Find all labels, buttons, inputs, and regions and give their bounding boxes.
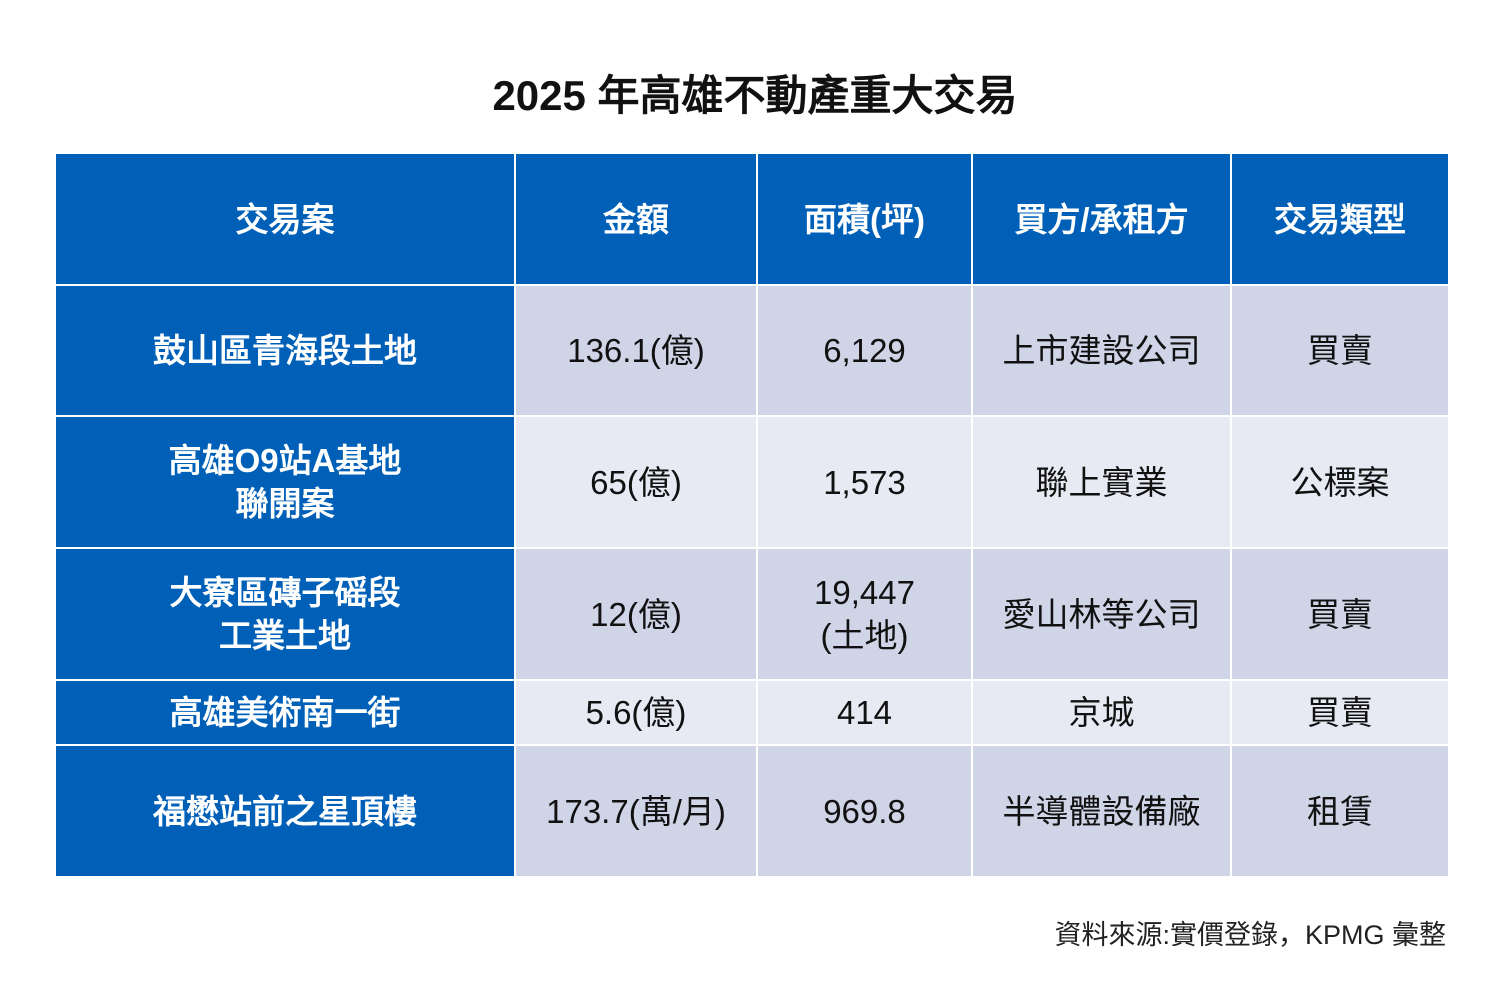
- table-cell: 買賣: [1230, 679, 1450, 746]
- table-row: 福懋站前之星頂樓 173.7(萬/月) 969.8 半導體設備廠 租賃: [54, 744, 1450, 878]
- header-row: 交易案 金額 面積(坪) 買方/承租方 交易類型: [54, 152, 1450, 286]
- table-cell: 173.7(萬/月): [514, 744, 758, 878]
- deal-name-cell: 高雄O9站A基地 聯開案: [54, 415, 516, 549]
- deal-name-cell: 鼓山區青海段土地: [54, 284, 516, 417]
- table-row: 高雄美術南一街 5.6(億) 414 京城 買賣: [54, 679, 1450, 746]
- source-note: 資料來源:實價登錄，KPMG 彙整: [1054, 920, 1446, 950]
- table-cell: 6,129: [756, 284, 973, 417]
- table-cell: 414: [756, 679, 973, 746]
- table-cell: 上市建設公司: [971, 284, 1232, 417]
- table-cell: 969.8: [756, 744, 973, 878]
- deal-name-cell: 福懋站前之星頂樓: [54, 744, 516, 878]
- table-cell: 買賣: [1230, 284, 1450, 417]
- table-cell: 京城: [971, 679, 1232, 746]
- table-cell: 半導體設備廠: [971, 744, 1232, 878]
- table-cell: 5.6(億): [514, 679, 758, 746]
- table-cell: 12(億): [514, 547, 758, 681]
- table-row: 高雄O9站A基地 聯開案 65(億) 1,573 聯上實業 公標案: [54, 415, 1450, 549]
- header-cell: 金額: [514, 152, 758, 286]
- header-cell: 交易案: [54, 152, 516, 286]
- table-cell: 聯上實業: [971, 415, 1232, 549]
- deal-name-cell: 高雄美術南一街: [54, 679, 516, 746]
- title: 2025 年高雄不動產重大交易: [492, 72, 1018, 119]
- deal-name-cell: 大寮區磚子磘段 工業土地: [54, 547, 516, 681]
- table-cell: 公標案: [1230, 415, 1450, 549]
- table-cell: 19,447 (土地): [756, 547, 973, 681]
- header-cell: 面積(坪): [756, 152, 973, 286]
- header-cell: 買方/承租方: [971, 152, 1232, 286]
- table-row: 鼓山區青海段土地 136.1(億) 6,129 上市建設公司 買賣: [54, 284, 1450, 417]
- header-cell: 交易類型: [1230, 152, 1450, 286]
- deals-table: 交易案 金額 面積(坪) 買方/承租方 交易類型 鼓山區青海段土地 136.1(億) 6,1…: [54, 152, 1450, 878]
- table-cell: 租賃: [1230, 744, 1450, 878]
- table-row: 大寮區磚子磘段 工業土地 12(億) 19,447 (土地) 愛山林等公司 買賣: [54, 547, 1450, 681]
- table-cell: 1,573: [756, 415, 973, 549]
- table-cell: 買賣: [1230, 547, 1450, 681]
- table-cell: 136.1(億): [514, 284, 758, 417]
- table-cell: 愛山林等公司: [971, 547, 1232, 681]
- table-cell: 65(億): [514, 415, 758, 549]
